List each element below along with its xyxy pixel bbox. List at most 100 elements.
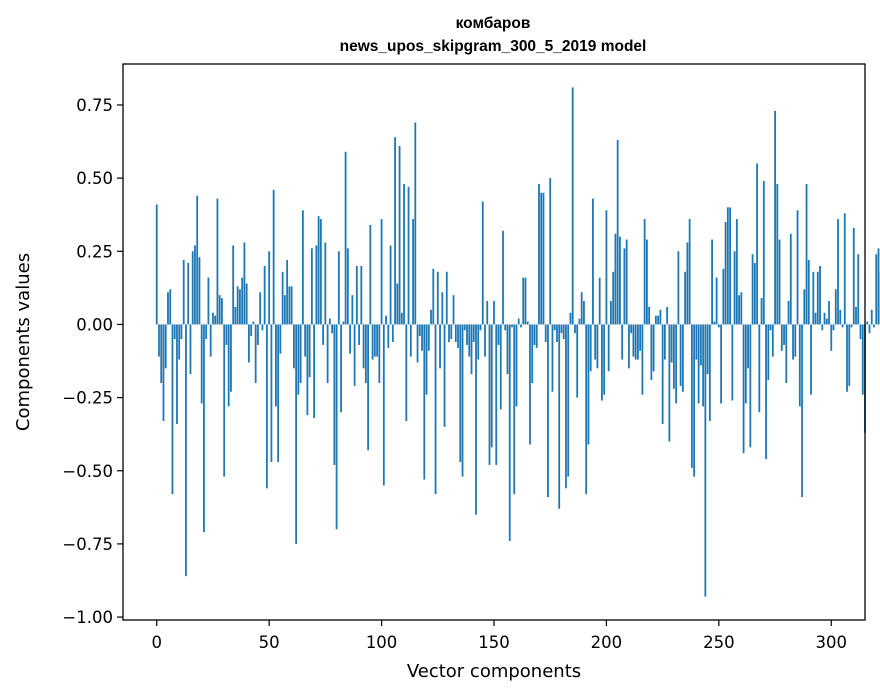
bar: [783, 324, 785, 345]
bar: [688, 219, 691, 325]
bar: [715, 277, 718, 325]
bar: [223, 324, 226, 477]
bar: [367, 324, 369, 451]
bar: [277, 324, 280, 462]
bar: [726, 207, 729, 325]
bar: [596, 324, 599, 369]
bar: [607, 324, 610, 372]
bar: [450, 324, 453, 340]
x-tick-label: 150: [478, 633, 510, 652]
y-tick-label: 0.75: [76, 96, 113, 115]
bar: [364, 324, 367, 383]
bar: [792, 324, 794, 360]
bar: [313, 324, 316, 419]
bar: [717, 324, 720, 328]
bar: [769, 324, 772, 331]
bar: [218, 295, 221, 325]
bar: [346, 248, 349, 325]
bar: [497, 324, 500, 345]
bar: [841, 324, 844, 328]
bar: [515, 324, 518, 407]
bar: [623, 248, 626, 325]
x-tick-label: 250: [703, 633, 735, 652]
bar: [702, 324, 705, 407]
bar: [457, 324, 459, 348]
bar: [605, 210, 608, 325]
bar: [391, 324, 394, 342]
bar: [315, 245, 318, 325]
bar: [355, 265, 358, 325]
bar: [333, 324, 336, 465]
chart-title-line1: комбаров: [456, 15, 531, 32]
bar: [432, 268, 435, 325]
bar: [178, 324, 181, 360]
bar: [385, 315, 387, 325]
bar: [625, 239, 628, 325]
bar: [699, 324, 702, 366]
bar: [866, 321, 869, 325]
bar: [796, 210, 799, 325]
bar: [484, 324, 486, 357]
bar: [297, 324, 300, 395]
bar: [654, 315, 657, 325]
bar: [751, 254, 754, 325]
bar: [239, 289, 241, 325]
bar: [243, 242, 246, 325]
bar: [628, 324, 630, 369]
bar: [805, 183, 808, 325]
bar: [250, 324, 253, 337]
bar: [189, 324, 192, 375]
bar: [837, 219, 839, 325]
bar: [268, 251, 271, 325]
bar: [207, 277, 210, 325]
bar: [205, 324, 208, 340]
bar: [322, 324, 325, 345]
bar: [740, 292, 743, 325]
bar: [171, 324, 174, 495]
bar: [663, 324, 666, 360]
bar: [789, 233, 792, 325]
bar: [594, 324, 597, 360]
bar: [252, 321, 255, 325]
bar: [868, 324, 871, 334]
bar: [317, 216, 320, 325]
x-tick-label: 50: [259, 633, 280, 652]
y-tick-label: 0.50: [76, 169, 113, 188]
bar: [601, 324, 603, 401]
bar: [825, 318, 828, 325]
bar: [762, 181, 765, 325]
bar: [749, 324, 752, 448]
bar: [551, 324, 554, 392]
bar: [560, 324, 563, 334]
bar: [396, 283, 399, 325]
bar: [459, 324, 462, 462]
bar: [360, 265, 363, 325]
bar: [173, 324, 176, 340]
bar: [538, 183, 540, 325]
bar: [270, 324, 273, 462]
y-tick-label: −0.75: [62, 535, 113, 554]
bar: [580, 292, 583, 325]
bar: [520, 324, 522, 328]
bar: [873, 324, 875, 328]
bar: [203, 324, 205, 533]
bar: [731, 324, 734, 401]
bar: [328, 318, 331, 325]
bar: [652, 324, 655, 372]
bar: [839, 309, 842, 325]
bar: [583, 301, 585, 325]
y-tick-label: −0.25: [62, 389, 113, 408]
bar: [475, 324, 477, 515]
bar: [398, 145, 401, 325]
bar: [306, 324, 309, 416]
x-tick-label: 0: [151, 633, 162, 652]
bar: [162, 324, 165, 422]
bar: [407, 186, 410, 325]
bar: [614, 233, 617, 325]
bar: [261, 324, 264, 331]
bar: [610, 301, 612, 325]
bar: [158, 324, 160, 357]
bar: [816, 271, 819, 325]
bar: [164, 324, 167, 369]
bar: [589, 324, 592, 372]
